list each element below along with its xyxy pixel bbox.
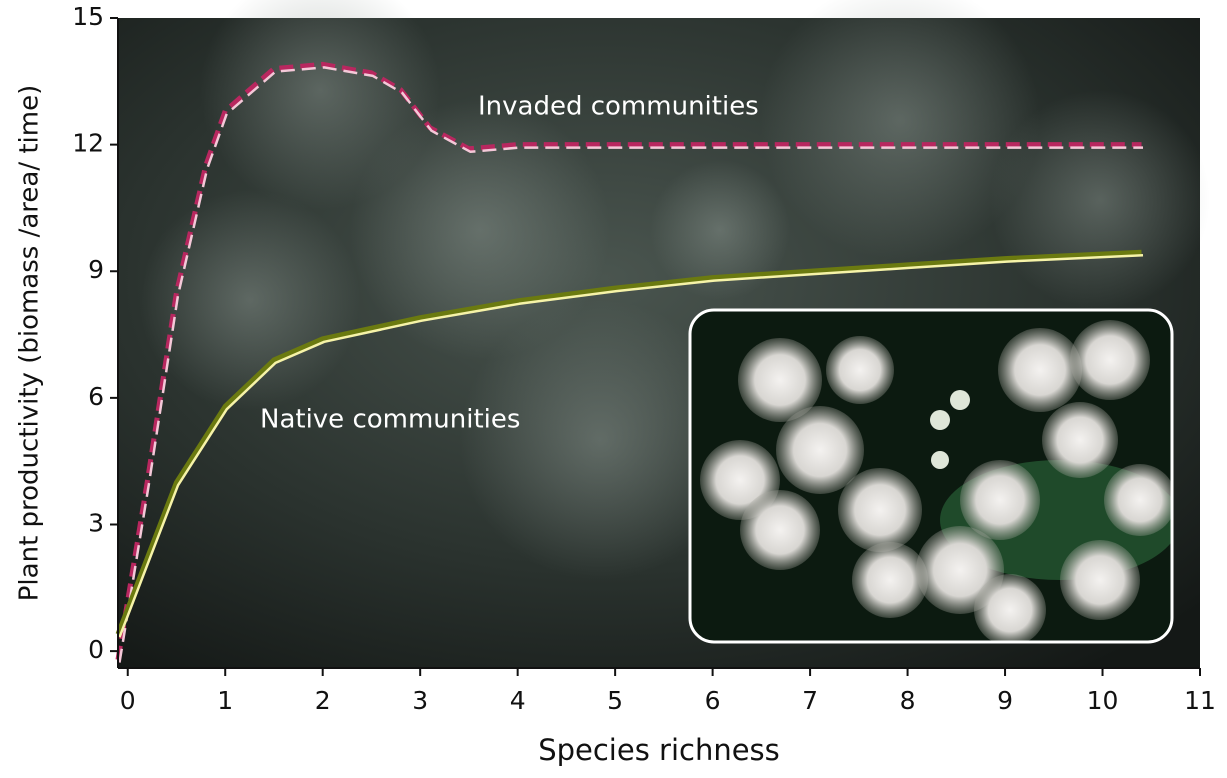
series-line xyxy=(115,61,1142,661)
series-label: Invaded communities xyxy=(478,92,759,122)
plot-area: Invaded communities Native communities xyxy=(115,61,1144,663)
y-tick-label: 12 xyxy=(72,129,104,158)
y-axis-title: Plant productivity (biomass /area/ time) xyxy=(15,85,45,602)
x-tick-label: 2 xyxy=(315,686,331,715)
y-tick-label: 6 xyxy=(88,382,104,411)
x-axis-title: Species richness xyxy=(538,733,780,767)
inset-photo xyxy=(690,310,1172,642)
x-tick-label: 1 xyxy=(217,686,233,715)
x-tick-label: 11 xyxy=(1184,686,1216,715)
x-tick-label: 4 xyxy=(510,686,526,715)
x-tick-label: 8 xyxy=(900,686,916,715)
series-label: Native communities xyxy=(260,405,520,435)
y-tick-label: 15 xyxy=(72,2,104,31)
inset-frame xyxy=(688,308,1174,644)
series-line-highlight xyxy=(118,254,1144,638)
x-tick-label: 0 xyxy=(120,686,136,715)
y-tick-label: 3 xyxy=(88,508,104,537)
x-tick-label: 10 xyxy=(1087,686,1119,715)
x-tick-label: 6 xyxy=(705,686,721,715)
x-tick-label: 9 xyxy=(997,686,1013,715)
y-tick-label: 9 xyxy=(88,255,104,284)
x-tick-label: 3 xyxy=(412,686,428,715)
x-tick-label: 7 xyxy=(802,686,818,715)
y-tick-label: 0 xyxy=(88,635,104,664)
series-line-highlight xyxy=(118,66,1143,663)
series-line xyxy=(115,249,1142,636)
x-tick-label: 5 xyxy=(607,686,623,715)
